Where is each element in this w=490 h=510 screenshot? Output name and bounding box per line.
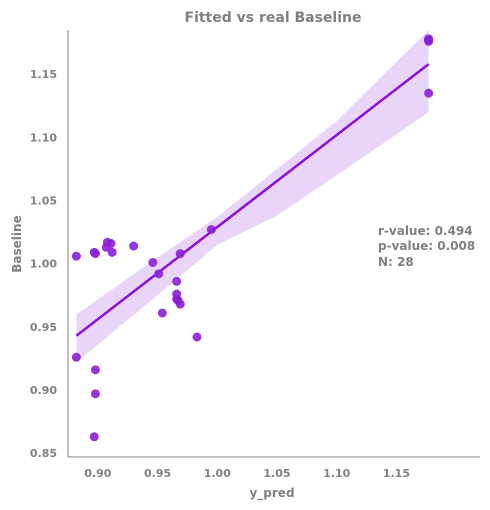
data-point — [192, 332, 202, 342]
data-point — [424, 88, 434, 98]
y-tick-label: 1.05 — [30, 195, 57, 208]
y-tick-labels: 0.85 0.90 0.95 1.00 1.05 1.10 1.15 — [30, 68, 57, 460]
data-point — [90, 249, 100, 259]
data-point — [157, 308, 167, 318]
stats-p-value: p-value: 0.008 — [378, 239, 475, 253]
data-point — [154, 269, 164, 279]
fit-line-layer — [75, 63, 430, 337]
data-point — [424, 36, 434, 46]
regression-line — [75, 63, 430, 337]
stats-n: N: 28 — [378, 255, 414, 269]
data-point — [172, 276, 182, 286]
data-point — [175, 249, 185, 259]
data-points-layer — [71, 34, 434, 442]
data-point — [175, 299, 185, 309]
y-tick-label: 0.90 — [30, 384, 57, 397]
y-tick-label: 1.10 — [30, 131, 57, 144]
y-axis-label: Baseline — [10, 215, 24, 272]
chart-title: Fitted vs real Baseline — [185, 10, 362, 26]
x-tick-label: 0.90 — [84, 467, 111, 480]
data-point — [206, 225, 216, 235]
data-point — [71, 251, 81, 261]
y-tick-label: 1.15 — [30, 68, 57, 81]
y-tick-label: 0.95 — [30, 321, 57, 334]
stats-r-value: r-value: 0.494 — [378, 224, 473, 238]
confidence-band — [76, 30, 429, 363]
x-tick-label: 1.05 — [263, 467, 290, 480]
x-axis-label: y_pred — [249, 486, 294, 501]
data-point — [106, 239, 116, 248]
data-point — [89, 432, 99, 442]
data-point — [90, 389, 100, 399]
data-point — [129, 241, 139, 251]
y-tick-label: 1.00 — [30, 258, 57, 271]
y-tick-label: 0.85 — [30, 447, 57, 460]
stats-box: r-value: 0.494 p-value: 0.008 N: 28 — [378, 224, 475, 269]
data-point — [107, 247, 117, 257]
x-tick-labels: 0.90 0.95 1.00 1.05 1.10 1.15 — [84, 467, 410, 480]
x-tick-label: 1.10 — [323, 467, 350, 480]
x-tick-label: 1.00 — [204, 467, 231, 480]
x-tick-label: 1.15 — [383, 467, 410, 480]
data-point — [71, 352, 81, 362]
confidence-band-layer — [76, 30, 429, 363]
x-tick-label: 0.95 — [144, 467, 171, 480]
data-point — [90, 365, 100, 375]
data-point — [148, 257, 158, 267]
